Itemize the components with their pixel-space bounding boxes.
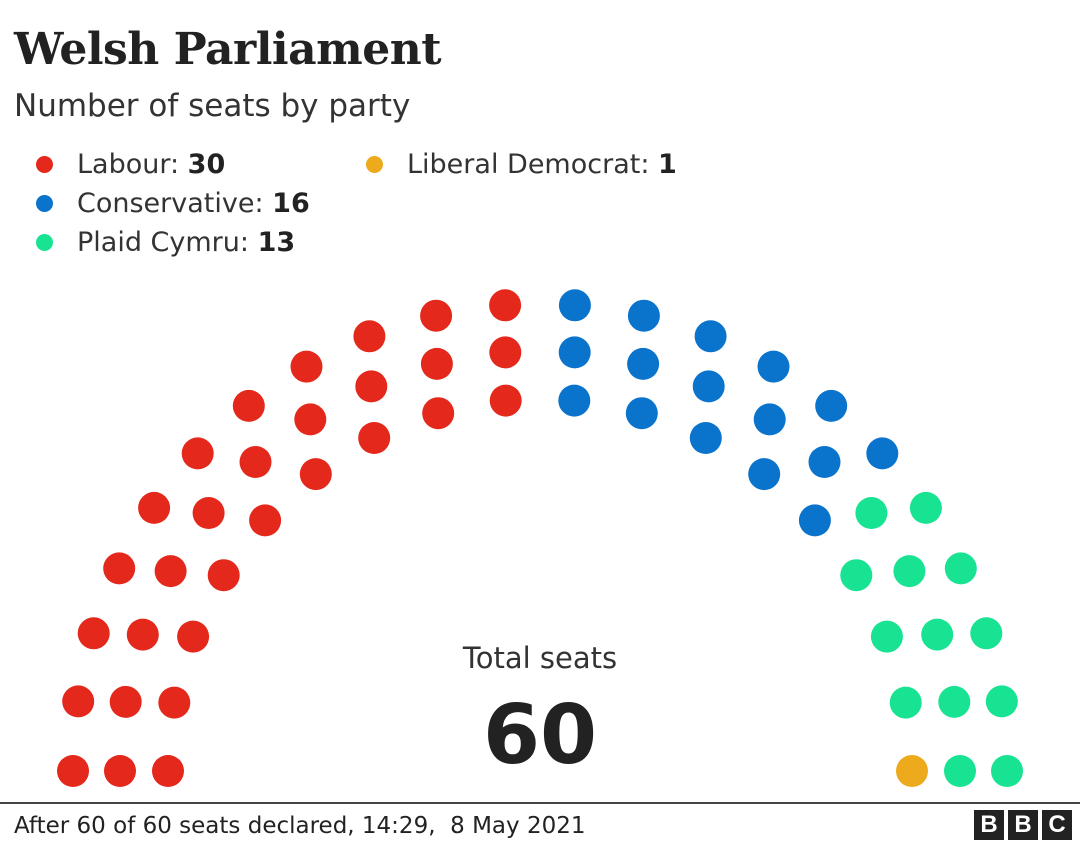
legend-label: Conservative: bbox=[77, 187, 273, 219]
total-seats-label: Total seats bbox=[462, 641, 618, 675]
chart-title: Welsh Parliament bbox=[14, 24, 442, 75]
seat-labour bbox=[290, 350, 323, 383]
seat-labour bbox=[355, 370, 388, 403]
chart-subtitle: Number of seats by party bbox=[14, 88, 411, 124]
seat-conservative bbox=[815, 389, 848, 422]
legend-value: 13 bbox=[257, 226, 296, 258]
legend-label: Liberal Democrat: bbox=[407, 148, 659, 180]
seat-labour bbox=[420, 347, 453, 380]
seat-labour bbox=[77, 617, 110, 650]
seat-conservative bbox=[753, 403, 786, 436]
legend-label: Plaid Cymru: bbox=[77, 226, 258, 258]
seat-labour bbox=[239, 446, 272, 478]
seat-plaid-cymru bbox=[870, 620, 903, 653]
seat-conservative bbox=[558, 289, 591, 322]
total-seats-value: 60 bbox=[482, 688, 598, 783]
seat-plaid-cymru bbox=[893, 555, 926, 588]
legend-value: 30 bbox=[187, 148, 226, 180]
seat-conservative bbox=[808, 446, 841, 478]
legend-value: 16 bbox=[272, 187, 310, 219]
seat-plaid-cymru bbox=[855, 497, 888, 529]
seat-labour bbox=[420, 299, 453, 332]
legend-swatch-conservative bbox=[36, 194, 53, 212]
seat-plaid-cymru bbox=[985, 685, 1018, 718]
seat-labour bbox=[232, 389, 265, 422]
seat-labour bbox=[249, 504, 282, 537]
seat-conservative bbox=[694, 320, 727, 353]
logo-letter: B bbox=[974, 810, 1004, 840]
seat-labour bbox=[126, 618, 159, 651]
bbc-logo: B B C bbox=[974, 810, 1072, 840]
seat-labour bbox=[489, 289, 522, 322]
seat-labour bbox=[109, 685, 142, 718]
seat-plaid-cymru bbox=[921, 618, 954, 651]
legend-item-plaid-cymru: Plaid Cymru: 13 bbox=[36, 224, 295, 260]
seat-conservative bbox=[689, 422, 722, 454]
footer-note: After 60 of 60 seats declared, 14:29, 8 … bbox=[14, 813, 586, 839]
seat-plaid-cymru bbox=[970, 617, 1003, 650]
seat-labour bbox=[207, 559, 240, 592]
seat-conservative bbox=[558, 336, 591, 369]
seat-labour bbox=[138, 491, 171, 524]
legend-value: 1 bbox=[658, 148, 677, 180]
seat-liberal-democrat bbox=[896, 755, 928, 787]
seat-labour bbox=[57, 755, 89, 787]
logo-letter: C bbox=[1042, 810, 1072, 840]
seat-labour bbox=[177, 620, 210, 653]
seat-plaid-cymru bbox=[938, 685, 971, 718]
legend-label: Labour: bbox=[77, 148, 188, 180]
seat-conservative bbox=[757, 350, 790, 383]
seat-labour bbox=[299, 458, 332, 491]
seat-conservative bbox=[866, 437, 899, 470]
legend-swatch-liberal-democrat bbox=[366, 155, 383, 173]
seat-labour bbox=[62, 685, 95, 718]
seat-plaid-cymru bbox=[909, 491, 942, 524]
seat-labour bbox=[181, 437, 214, 470]
legend-swatch-plaid-cymru bbox=[36, 233, 53, 251]
parliament-chart bbox=[57, 289, 1023, 787]
seat-labour bbox=[489, 384, 522, 417]
seat-conservative bbox=[798, 504, 831, 537]
seat-conservative bbox=[625, 397, 658, 430]
seat-labour bbox=[154, 555, 187, 588]
seat-labour bbox=[489, 336, 522, 369]
seat-labour bbox=[158, 686, 191, 719]
legend-swatch-labour bbox=[36, 155, 53, 173]
seat-labour bbox=[353, 320, 386, 353]
seat-labour bbox=[104, 755, 136, 787]
seat-labour bbox=[358, 422, 391, 454]
seat-conservative bbox=[558, 384, 591, 417]
seat-conservative bbox=[627, 347, 660, 380]
seat-labour bbox=[422, 397, 455, 430]
seat-plaid-cymru bbox=[944, 755, 976, 787]
seat-conservative bbox=[627, 299, 660, 332]
seat-conservative bbox=[748, 458, 781, 491]
seat-plaid-cymru bbox=[889, 686, 922, 719]
logo-letter: B bbox=[1008, 810, 1038, 840]
seat-conservative bbox=[692, 370, 725, 403]
seat-labour bbox=[103, 552, 136, 585]
seat-plaid-cymru bbox=[991, 755, 1023, 787]
seat-labour bbox=[152, 755, 184, 787]
seat-plaid-cymru bbox=[840, 559, 873, 592]
seat-plaid-cymru bbox=[944, 552, 977, 585]
footer-divider bbox=[0, 802, 1080, 804]
legend-item-labour: Labour: 30 bbox=[36, 146, 225, 182]
legend-item-conservative: Conservative: 16 bbox=[36, 185, 310, 221]
seat-labour bbox=[192, 497, 225, 529]
legend-item-liberal-democrat: Liberal Democrat: 1 bbox=[366, 146, 677, 182]
seat-labour bbox=[294, 403, 327, 436]
